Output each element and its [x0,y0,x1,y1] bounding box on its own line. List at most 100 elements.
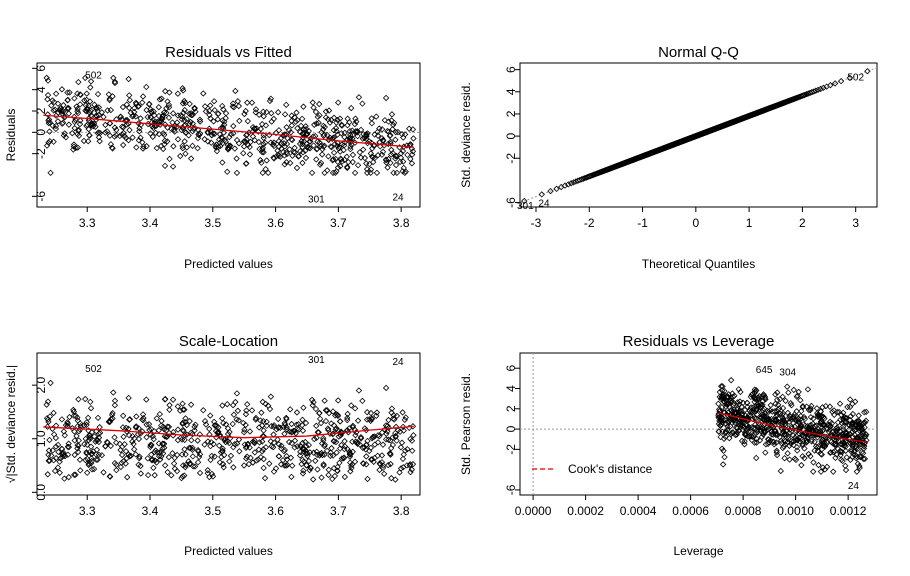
data-point [288,439,296,447]
data-point [856,440,863,447]
data-point [234,98,242,105]
data-point [267,438,274,445]
data-point [43,401,50,408]
data-point [119,424,127,431]
data-point [851,448,858,455]
data-point [827,82,834,89]
data-point [64,419,71,426]
data-point [270,422,278,429]
data-point [286,146,293,153]
data-point [132,99,140,106]
data-point [212,422,219,429]
data-point [367,150,375,157]
data-point [102,442,109,450]
data-point [75,78,82,86]
data-point [338,441,345,449]
data-point [196,451,204,458]
data-point [299,416,306,423]
data-point [354,162,362,169]
data-point [143,434,150,441]
data-point [125,451,132,458]
data-point [720,398,728,405]
y-axis-label: Std. deviance resid. [459,82,473,187]
data-point [385,436,392,443]
data-point [192,108,199,115]
data-point [751,389,758,397]
data-point [335,433,342,440]
data-point [168,472,175,479]
data-point [779,444,787,452]
data-point [77,117,84,124]
data-point [768,428,776,435]
data-point [820,442,828,449]
data-point [330,156,337,163]
data-point [400,427,407,434]
data-point [392,429,399,437]
data-point [232,87,239,95]
data-point [52,90,60,97]
data-point [233,169,241,177]
data-point [151,471,158,479]
data-point [790,441,797,449]
data-point [149,133,156,141]
data-point [751,439,758,446]
data-point [61,475,68,482]
data-point [259,120,266,128]
data-point [85,460,93,467]
data-point [166,406,173,413]
data-point [123,121,130,128]
data-point [847,413,854,420]
data-point [785,432,792,440]
data-point [856,462,863,470]
data-point [798,462,805,469]
data-point [768,420,776,427]
data-point [241,426,248,433]
data-point [139,411,147,418]
data-point [98,452,106,459]
data-point [60,108,67,115]
data-point [171,454,178,462]
data-point [186,444,193,452]
data-point [382,384,390,392]
data-point [170,460,178,467]
data-point [738,410,746,418]
data-point [186,418,193,425]
data-point [299,115,306,123]
data-point [846,74,854,81]
x-tick-label: 3 [852,216,859,230]
x-tick-label: 0.0006 [672,504,709,518]
data-point [56,458,63,465]
data-point [243,453,251,460]
data-point [341,438,348,445]
data-point [772,391,779,398]
data-point [390,416,398,423]
data-point [773,451,781,459]
data-point [374,432,382,439]
data-point [134,431,142,438]
data-point [258,148,266,156]
data-point [75,428,83,435]
data-point [318,474,325,481]
data-point [170,143,177,150]
data-point [299,456,306,464]
data-point [410,432,417,439]
plot-area [37,74,420,177]
data-point [837,416,844,423]
data-point [341,129,349,136]
data-point [270,115,277,123]
data-point [779,414,786,421]
data-point [50,98,58,106]
data-point [74,109,82,117]
data-point [351,120,359,128]
data-point [281,161,288,168]
data-point [858,425,865,433]
data-point [376,460,383,467]
data-point [567,180,575,187]
data-point [161,137,169,144]
data-point [322,417,330,425]
data-point [328,144,335,151]
data-point [760,429,768,436]
data-point [570,179,577,186]
data-point [797,397,804,404]
data-point [259,398,266,406]
